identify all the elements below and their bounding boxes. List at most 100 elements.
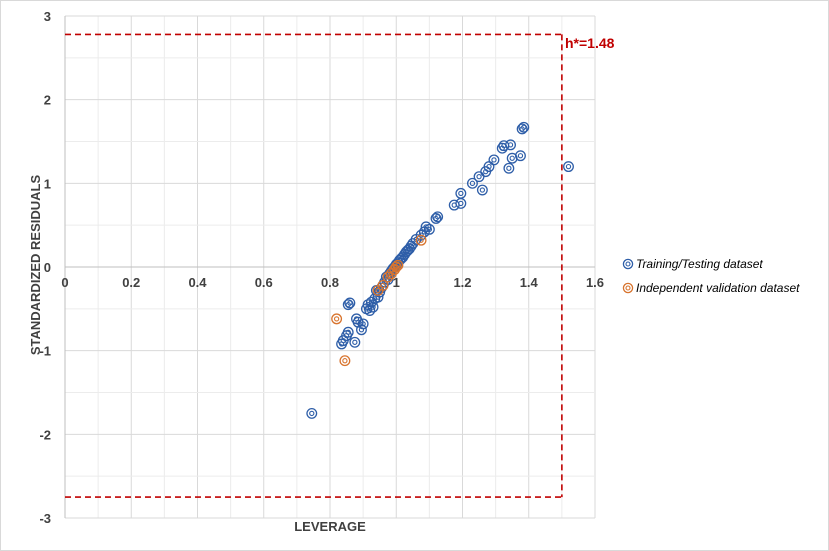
- point-inner-ring: [486, 163, 492, 170]
- point-s0-4: [342, 326, 354, 338]
- legend: Training/Testing dataset Independent val…: [622, 257, 800, 295]
- point-s0-6: [344, 297, 356, 309]
- data-points: [306, 121, 574, 419]
- point-outer-ring: [331, 313, 343, 325]
- point-s0-44: [420, 221, 432, 233]
- legend-item-training: Training/Testing dataset: [622, 257, 763, 271]
- point-outer-ring: [344, 297, 356, 309]
- point-outer-ring: [420, 221, 432, 233]
- legend-marker-training: [622, 258, 634, 270]
- point-inner-ring: [395, 262, 401, 268]
- point-s1-9: [415, 234, 427, 246]
- point-outer-ring: [466, 177, 478, 189]
- x-tick-label-7: 1.4: [520, 275, 539, 290]
- point-s1-4: [382, 271, 394, 283]
- point-inner-ring: [380, 282, 386, 289]
- y-tick-label-6: -3: [39, 511, 51, 526]
- point-outer-ring: [476, 184, 488, 196]
- point-outer-ring: [488, 154, 500, 166]
- point-outer-ring: [364, 305, 376, 316]
- point-inner-ring: [565, 163, 572, 170]
- point-inner-ring: [423, 224, 429, 230]
- point-outer-ring: [349, 336, 361, 348]
- point-inner-ring: [370, 304, 376, 310]
- point-s0-45: [423, 223, 435, 235]
- legend-item-validation: Independent validation dataset: [622, 281, 800, 295]
- point-inner-ring: [435, 214, 441, 220]
- point-inner-ring: [352, 339, 358, 345]
- y-tick-label-0: 3: [44, 9, 51, 24]
- point-s0-50: [455, 187, 467, 199]
- point-outer-ring: [357, 318, 369, 330]
- point-outer-ring: [505, 139, 516, 151]
- point-inner-ring: [458, 190, 464, 197]
- legend-label-training: Training/Testing dataset: [636, 257, 763, 271]
- point-s1-1: [339, 355, 351, 367]
- point-inner-ring: [458, 200, 464, 207]
- x-tick-label-6: 1.2: [453, 275, 471, 290]
- point-outer-ring: [339, 355, 351, 367]
- point-inner-ring: [360, 321, 366, 327]
- legend-marker-validation: [622, 282, 634, 294]
- legend-marker-validation-inner: [625, 285, 631, 291]
- point-outer-ring: [390, 261, 402, 273]
- point-inner-ring: [506, 165, 512, 171]
- point-inner-ring: [509, 155, 515, 161]
- x-tick-label-8: 1.6: [586, 275, 604, 290]
- point-s0-16: [367, 301, 379, 313]
- point-inner-ring: [491, 157, 497, 163]
- legend-label-validation: Independent validation dataset: [636, 281, 800, 295]
- point-inner-ring: [358, 327, 365, 333]
- point-s0-14: [364, 305, 376, 316]
- point-outer-ring: [377, 279, 389, 291]
- point-outer-ring: [516, 123, 528, 135]
- point-s0-65: [563, 161, 574, 173]
- point-s0-11: [357, 318, 369, 330]
- point-s0-56: [488, 154, 500, 166]
- point-inner-ring: [342, 358, 348, 364]
- point-s1-0: [331, 313, 343, 325]
- point-s1-8: [392, 259, 404, 271]
- y-tick-label-1: 2: [44, 93, 51, 108]
- x-tick-label-4: 0.8: [321, 275, 339, 290]
- point-inner-ring: [479, 187, 486, 193]
- point-outer-ring: [503, 162, 515, 174]
- x-tick-label-5: 1: [393, 275, 400, 290]
- x-tick-label-3: 0.6: [255, 275, 273, 290]
- point-inner-ring: [469, 180, 476, 186]
- point-outer-ring: [518, 121, 530, 133]
- point-s1-3: [377, 279, 389, 291]
- tick-labels: 0 0.2 0.4 0.6 0.8 1 1.2 1.4 1.6 3 2 1 0 -1 -2 -3: [39, 9, 604, 526]
- point-outer-ring: [563, 161, 574, 173]
- point-outer-ring: [392, 259, 404, 271]
- point-s0-51: [466, 177, 478, 189]
- point-inner-ring: [426, 226, 433, 232]
- point-outer-ring: [382, 271, 394, 283]
- point-inner-ring: [333, 316, 340, 322]
- point-s0-64: [518, 121, 530, 133]
- point-outer-ring: [415, 234, 427, 246]
- point-s0-53: [476, 184, 488, 196]
- h-star-annotation: h*=1.48: [565, 35, 615, 51]
- point-inner-ring: [347, 300, 353, 306]
- x-axis-title: LEVERAGE: [294, 519, 366, 534]
- point-s0-7: [349, 336, 361, 348]
- point-outer-ring: [342, 299, 354, 311]
- y-tick-label-2: 1: [44, 176, 51, 191]
- legend-marker-training-inner: [625, 261, 631, 267]
- point-inner-ring: [476, 173, 482, 180]
- point-inner-ring: [521, 124, 527, 130]
- point-outer-ring: [423, 223, 435, 235]
- point-outer-ring: [515, 150, 526, 162]
- point-outer-ring: [367, 301, 379, 313]
- x-tick-label-2: 0.4: [188, 275, 207, 290]
- point-outer-ring: [430, 213, 442, 224]
- point-inner-ring: [507, 142, 514, 148]
- point-s0-0: [306, 407, 318, 419]
- point-inner-ring: [375, 287, 381, 294]
- point-s0-60: [505, 139, 516, 151]
- x-tick-label-0: 0: [61, 275, 68, 290]
- point-s0-62: [515, 150, 526, 162]
